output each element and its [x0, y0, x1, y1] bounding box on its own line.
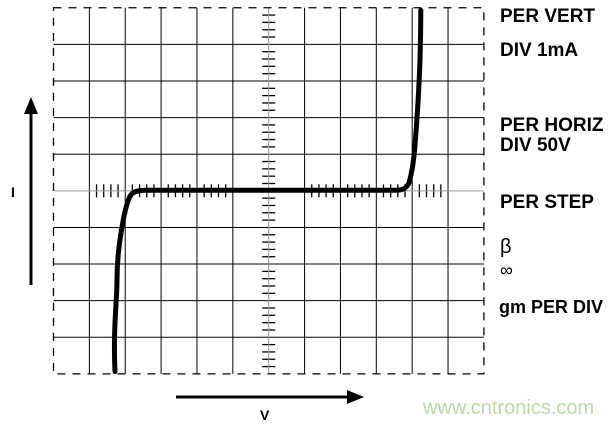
svg-text:∞: ∞	[500, 260, 513, 280]
svg-text:www.cntronics.com: www.cntronics.com	[422, 397, 594, 419]
svg-text:DIV 1mA: DIV 1mA	[500, 40, 578, 61]
svg-text:PER HORIZ: PER HORIZ	[500, 115, 604, 136]
svg-text:V: V	[260, 407, 270, 423]
svg-text:PER VERT: PER VERT	[500, 6, 595, 27]
svg-text:β: β	[500, 236, 512, 258]
svg-text:PER STEP: PER STEP	[500, 192, 594, 213]
svg-text:I: I	[11, 184, 15, 200]
svg-text:DIV 50V: DIV 50V	[500, 135, 571, 156]
svg-text:gm PER DIV: gm PER DIV	[499, 297, 603, 317]
